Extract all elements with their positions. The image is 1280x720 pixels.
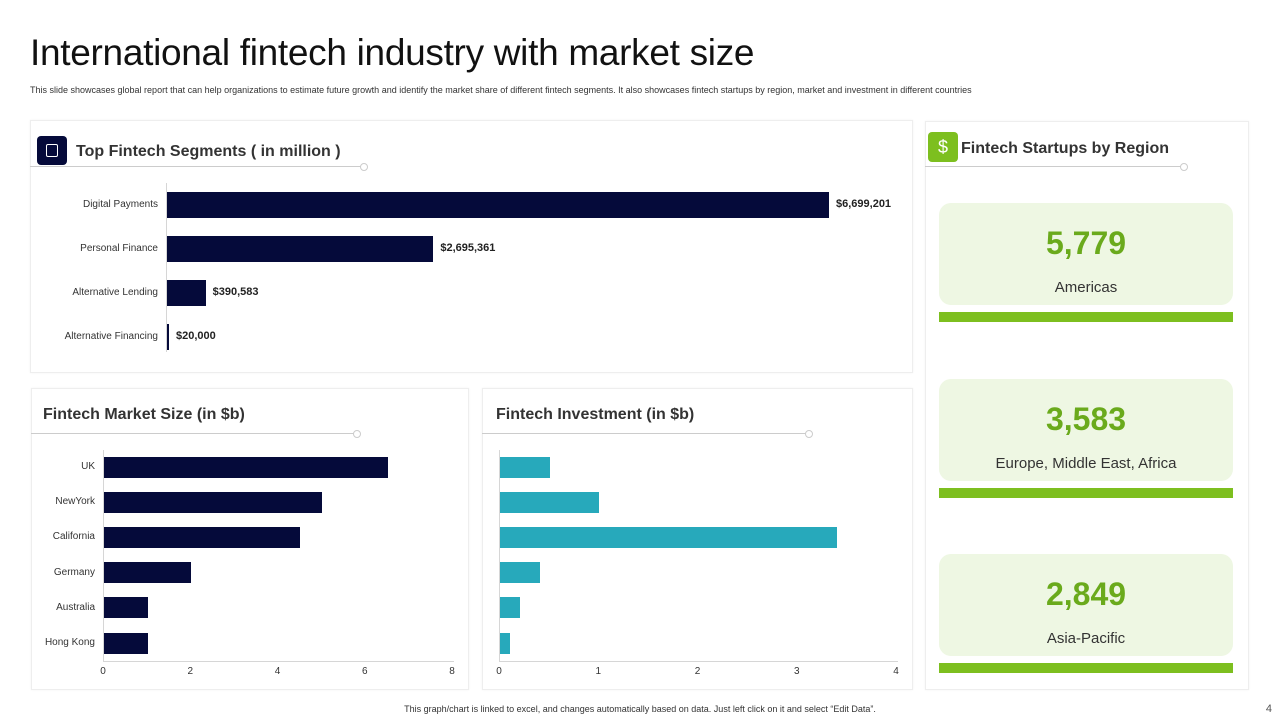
divider: [30, 163, 368, 171]
x-tick-label: 3: [793, 666, 800, 677]
category-label: Personal Finance: [80, 243, 158, 254]
x-axis: [103, 661, 454, 662]
bar: [500, 632, 510, 654]
bar: [500, 491, 600, 513]
category-label: California: [52, 531, 95, 543]
page-title: International fintech industry with mark…: [30, 32, 755, 73]
bar: [104, 526, 301, 548]
data-label: $390,583: [212, 286, 259, 298]
page-subtitle: This slide showcases global report that …: [30, 85, 972, 95]
bar: [500, 562, 540, 584]
divider: [925, 163, 1188, 171]
region-count: 3,583: [1045, 401, 1127, 437]
region-card: 2,849 Asia-Pacific: [939, 554, 1233, 656]
x-tick-label: 4: [893, 666, 899, 677]
y-axis: [166, 183, 167, 352]
region-accent-bar: [939, 312, 1233, 322]
y-axis: [103, 450, 104, 661]
region-name: Asia-Pacific: [1046, 630, 1126, 647]
bar: [167, 324, 169, 350]
category-label: NewYork: [55, 496, 95, 508]
bar: [500, 456, 550, 478]
bar: [104, 456, 388, 478]
x-tick-label: 0: [100, 666, 106, 677]
y-axis: [499, 450, 500, 661]
region-accent-bar: [939, 663, 1233, 673]
page-number: 4: [1265, 703, 1272, 715]
category-label: Germany: [53, 566, 95, 578]
x-tick-label: 1: [595, 666, 602, 677]
region-card: 3,583 Europe, Middle East, Africa: [939, 379, 1233, 481]
bar: [167, 236, 434, 262]
bar: [104, 491, 323, 513]
region-name: Europe, Middle East, Africa: [995, 455, 1177, 472]
category-label: Alternative Financing: [64, 331, 158, 342]
money-hand-icon: $: [928, 132, 958, 162]
category-label: UK: [81, 461, 95, 472]
market-size-title: Fintech Market Size (in $b): [43, 406, 245, 423]
category-label: Digital Payments: [82, 199, 158, 210]
investment-title: Fintech Investment (in $b): [496, 406, 695, 423]
bar: [167, 192, 829, 218]
x-axis: [499, 661, 898, 662]
x-tick-label: 2: [694, 666, 701, 677]
x-tick-label: 0: [496, 666, 502, 677]
category-label: Australia: [56, 601, 95, 613]
divider: [31, 430, 361, 438]
bar: [104, 597, 148, 619]
x-tick-label: 4: [274, 666, 281, 677]
region-card: 5,779 Americas: [939, 203, 1233, 305]
x-tick-label: 8: [449, 666, 455, 677]
data-label: $2,695,361: [440, 242, 496, 254]
category-label: Hong Kong: [44, 637, 95, 648]
bar: [104, 632, 148, 654]
region-name: Americas: [1054, 279, 1118, 296]
chip-icon: [37, 136, 67, 165]
x-tick-label: 6: [361, 666, 368, 677]
category-label: Alternative Lending: [72, 287, 158, 298]
footer-note: This graph/chart is linked to excel, and…: [404, 704, 876, 714]
data-label: $6,699,201: [836, 198, 892, 210]
bar: [500, 526, 838, 548]
segments-title: Top Fintech Segments ( in million ): [76, 143, 341, 160]
region-count: 5,779: [1045, 225, 1127, 261]
bar: [104, 562, 192, 584]
x-tick-label: 2: [187, 666, 194, 677]
bar: [500, 597, 520, 619]
startups-title: Fintech Startups by Region: [961, 140, 1170, 157]
region-count: 2,849: [1045, 576, 1127, 612]
bar: [167, 280, 206, 306]
data-label: $20,000: [175, 330, 216, 342]
divider: [482, 430, 813, 438]
region-accent-bar: [939, 488, 1233, 498]
